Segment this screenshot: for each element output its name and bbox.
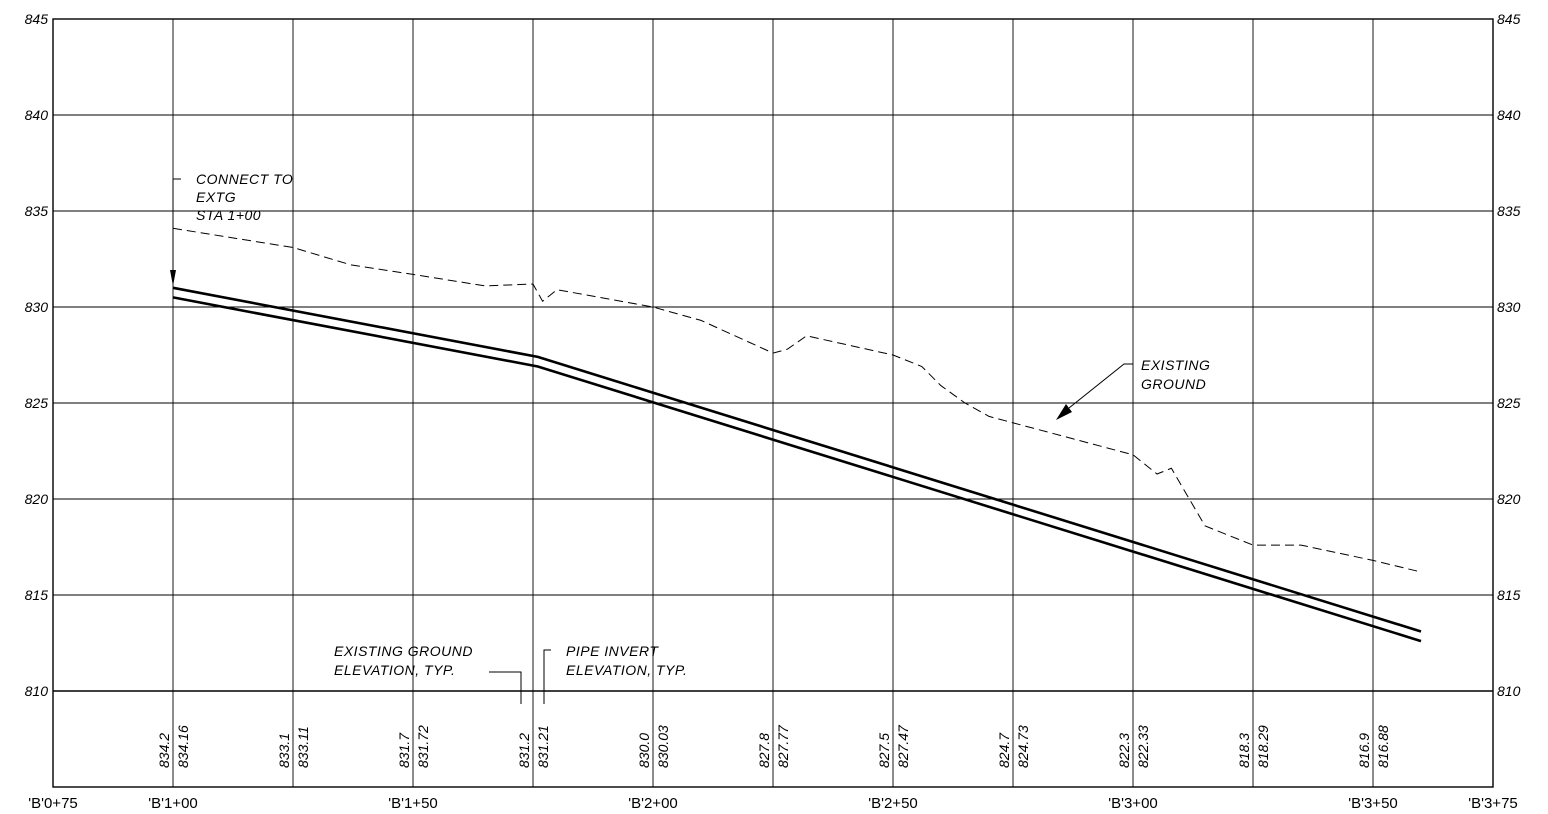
connect-note: CONNECT TO EXTG STA 1+00 — [170, 171, 1493, 286]
y-tick-left-1: 840 — [25, 107, 49, 123]
connect-note-line-2: EXTG — [196, 189, 236, 205]
x-tick-4: 'B'2+50 — [868, 795, 918, 812]
y-axis-left: 845 840 835 830 825 820 815 810 — [25, 11, 49, 699]
y-tick-left-7: 810 — [25, 683, 49, 699]
y-tick-right-5: 820 — [1497, 491, 1521, 507]
y-tick-right-7: 810 — [1497, 683, 1521, 699]
y-tick-left-5: 820 — [25, 491, 49, 507]
ground-elevation-cell-3: 831.2 — [516, 733, 532, 768]
ground-elevation-leader — [489, 671, 522, 704]
existing-ground-note-line-2: GROUND — [1141, 376, 1206, 392]
invert-elevation-cell-4: 830.03 — [655, 725, 671, 768]
y-tick-left-6: 815 — [25, 587, 49, 603]
existing-ground-arrowhead — [1056, 404, 1072, 420]
x-tick-7: 'B'3+75 — [1468, 795, 1518, 812]
y-tick-left-4: 825 — [25, 395, 49, 411]
pipe-top-line — [172, 286, 1422, 633]
ground-elevation-cell-8: 822.3 — [1116, 733, 1132, 768]
invert-elevation-cell-3: 831.21 — [535, 725, 551, 768]
ground-elevation-note: EXISTING GROUND ELEVATION, TYP. — [334, 643, 522, 704]
ground-elevation-note-line-1: EXISTING GROUND — [334, 643, 473, 659]
x-tick-6: 'B'3+50 — [1348, 795, 1398, 812]
ground-elevation-cell-7: 824.7 — [996, 732, 1012, 768]
profile-lines — [172, 227, 1422, 643]
connect-note-line-1: CONNECT TO — [196, 171, 293, 187]
grid-lines — [52, 18, 1494, 788]
invert-elevation-cell-1: 833.11 — [295, 726, 311, 768]
invert-elevation-cell-7: 824.73 — [1015, 725, 1031, 768]
y-tick-right-6: 815 — [1497, 587, 1521, 603]
y-tick-left-2: 835 — [25, 203, 49, 219]
ground-elevation-cell-4: 830.0 — [636, 733, 652, 768]
x-tick-3: 'B'2+00 — [628, 795, 678, 812]
plot-frame — [52, 18, 1494, 788]
ground-elevation-cell-9: 818.3 — [1236, 733, 1252, 768]
invert-elevation-cell-8: 822.33 — [1135, 725, 1151, 768]
y-tick-right-4: 825 — [1497, 395, 1521, 411]
existing-ground-line — [172, 227, 1422, 573]
y-tick-right-2: 835 — [1497, 203, 1521, 219]
elevation-table: 834.2 834.16 833.1 833.11 831.7 831.72 831.2 83… — [156, 724, 1391, 768]
ground-elevation-cell-2: 831.7 — [396, 732, 412, 768]
ground-elevation-note-line-2: ELEVATION, TYP. — [334, 662, 455, 678]
existing-ground-note-line-1: EXISTING — [1141, 357, 1210, 373]
ground-elevation-cell-0: 834.2 — [156, 733, 172, 768]
connect-leader — [172, 178, 181, 279]
connect-note-line-3: STA 1+00 — [196, 207, 261, 223]
existing-ground-leader — [1068, 363, 1133, 409]
pipe-invert-note: PIPE INVERT ELEVATION, TYP. — [543, 643, 687, 704]
x-tick-2: 'B'1+50 — [388, 795, 438, 812]
y-tick-right-1: 840 — [1497, 107, 1521, 123]
x-tick-1: 'B'1+00 — [148, 795, 198, 812]
ground-elevation-cell-6: 827.5 — [876, 733, 892, 768]
pipe-invert-note-line-2: ELEVATION, TYP. — [566, 662, 687, 678]
invert-elevation-cell-0: 834.16 — [175, 725, 191, 768]
ground-elevation-cell-5: 827.8 — [756, 733, 772, 768]
invert-elevation-cell-9: 818.29 — [1255, 725, 1271, 768]
pipe-bottom-line — [172, 296, 1422, 643]
x-tick-0: 'B'0+75 — [28, 795, 78, 812]
annotations: CONNECT TO EXTG STA 1+00 EXISTING GROUND… — [170, 171, 1493, 704]
invert-elevation-cell-10: 816.88 — [1375, 725, 1391, 768]
pipe-invert-note-line-1: PIPE INVERT — [566, 643, 659, 659]
invert-elevation-cell-5: 827.77 — [775, 724, 791, 768]
existing-ground-note: EXISTING GROUND — [1056, 357, 1210, 420]
x-axis-stations: 'B'0+75 'B'1+00 'B'1+50 'B'2+00 'B'2+50 'B'3+… — [28, 795, 1518, 812]
ground-elevation-cell-1: 833.1 — [276, 733, 292, 768]
y-tick-right-3: 830 — [1497, 299, 1521, 315]
connect-arrowhead — [170, 270, 176, 286]
y-axis-right: 845 840 835 830 825 820 815 810 — [1497, 11, 1521, 699]
invert-elevation-cell-6: 827.47 — [895, 724, 911, 768]
y-tick-left-3: 830 — [25, 299, 49, 315]
y-tick-left-0: 845 — [25, 11, 49, 27]
x-tick-5: 'B'3+00 — [1108, 795, 1158, 812]
y-tick-right-0: 845 — [1497, 11, 1521, 27]
invert-elevation-cell-2: 831.72 — [415, 725, 431, 768]
ground-elevation-cell-10: 816.9 — [1356, 733, 1372, 768]
pipe-invert-leader — [543, 649, 551, 704]
